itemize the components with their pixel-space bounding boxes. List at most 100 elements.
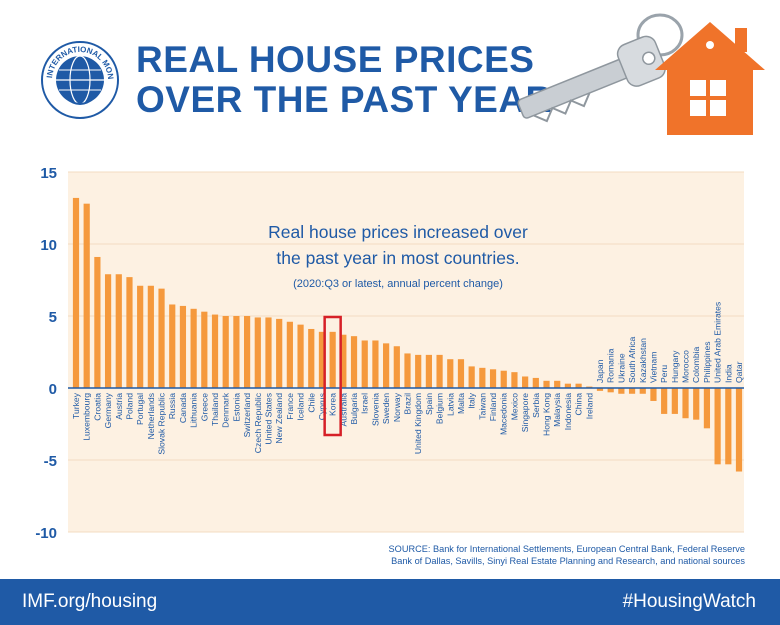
x-tick-label: Turkey (71, 392, 81, 419)
x-tick-label: Luxembourg (82, 393, 92, 441)
bar-denmark (222, 316, 229, 388)
x-tick-label: Israel (360, 393, 370, 414)
bar-japan (596, 388, 604, 391)
x-tick-label: Slovenia (370, 393, 380, 426)
x-tick-label: Kazakhstan (638, 338, 648, 383)
bar-lithuania (190, 308, 197, 388)
bar-malaysia (554, 380, 561, 388)
highlight-korea-box (323, 315, 342, 437)
x-tick-label: Peru (659, 365, 669, 383)
bar-chile (308, 328, 315, 388)
header: INTERNATIONAL MONETARY FUND REAL HOUSE P… (0, 0, 780, 140)
bar-australia (340, 334, 347, 388)
annotation-line-1: Real house prices increased over (268, 222, 528, 242)
x-tick-label: Latvia (445, 393, 455, 416)
bar-estonia (233, 316, 240, 388)
x-tick-label: Norway (392, 392, 402, 422)
x-tick-label: Canada (178, 393, 188, 423)
x-tick-label: United Kingdom (413, 393, 423, 454)
bar-vietnam (650, 388, 657, 401)
x-tick-label: Morocco (681, 350, 691, 383)
x-tick-label: Romania (606, 348, 616, 383)
footer-link[interactable]: IMF.org/housing (22, 591, 158, 612)
source-note: SOURCE: Bank for International Settlemen… (225, 543, 745, 567)
y-tick-label: 15 (40, 165, 57, 182)
bar-malta (457, 359, 465, 388)
page-title: REAL HOUSE PRICES OVER THE PAST YEAR (136, 40, 553, 120)
bar-slovenia (372, 340, 379, 388)
bar-india (725, 388, 732, 465)
x-tick-label: Hungary (670, 350, 680, 383)
x-tick-label: Serbia (531, 393, 541, 418)
x-tick-label: Denmark (221, 392, 231, 428)
bar-serbia (532, 377, 539, 388)
footer-hashtag: #HousingWatch (622, 591, 756, 612)
title-line-2: OVER THE PAST YEAR (136, 79, 553, 120)
bar-united-states (265, 317, 272, 388)
bar-philippines (703, 388, 711, 429)
bar-canada (179, 305, 187, 388)
x-tick-label: Cyprus (317, 393, 327, 420)
x-tick-label: Thailand (210, 393, 220, 426)
bar-kazakhstan (639, 388, 646, 394)
x-tick-label: Poland (124, 393, 134, 420)
x-tick-label: Czech Republic (253, 392, 263, 453)
bar-croatia (94, 256, 101, 388)
x-tick-label: Vietnam (648, 352, 658, 383)
bar-finland (489, 369, 497, 388)
x-tick-label: Japan (595, 359, 605, 383)
x-tick-label: United States (263, 393, 273, 445)
bar-brazil (404, 353, 411, 388)
bar-luxembourg (83, 203, 90, 388)
bar-portugal (137, 285, 144, 388)
y-tick-label: -10 (35, 525, 57, 540)
y-tick-label: 0 (49, 381, 57, 398)
bar-belgium (436, 354, 443, 388)
bar-colombia (693, 388, 700, 420)
x-tick-label: Slovak Republic (157, 392, 167, 454)
y-axis-ticks: 15 10 5 0 -5 -10 (35, 165, 57, 540)
x-tick-label: Malaysia (552, 393, 562, 427)
x-tick-label: Belgium (435, 393, 445, 424)
footer-bar: IMF.org/housing #HousingWatch (0, 579, 780, 625)
imf-logo: INTERNATIONAL MONETARY FUND (40, 40, 119, 119)
bar-korea (329, 331, 336, 388)
bar-taiwan (479, 367, 486, 388)
x-tick-label: France (285, 393, 295, 420)
bar-morocco (682, 388, 689, 419)
x-tick-label: Croatia (92, 393, 102, 421)
bar-iceland (297, 324, 304, 388)
x-tick-label: Bulgaria (349, 393, 359, 425)
x-tick-label: Portugal (135, 393, 145, 425)
bar-turkey (72, 197, 80, 388)
house-key-illustration (517, 13, 765, 135)
bar-netherlands (147, 285, 154, 388)
bar-cyprus (318, 331, 326, 388)
bar-china (575, 383, 582, 388)
source-line-2: Bank of Dallas, Savills, Sinyi Real Esta… (391, 556, 745, 566)
bar-singapore (522, 376, 529, 388)
x-tick-label: Philippines (702, 341, 712, 383)
source-line-1: SOURCE: Bank for International Settlemen… (388, 544, 745, 554)
bar-ukraine (618, 388, 625, 394)
bar-new-zealand (276, 318, 283, 388)
x-tick-label: Estonia (231, 393, 241, 422)
x-tick-label: Singapore (520, 393, 530, 432)
bar-romania (607, 388, 614, 393)
x-tick-label: Colombia (691, 346, 701, 383)
x-tick-label: Macedonia (499, 393, 509, 435)
title-line-1: REAL HOUSE PRICES (136, 39, 535, 80)
x-tick-label: Hong Kong (542, 393, 552, 436)
x-tick-label: Mexico (509, 393, 519, 420)
bar-spain (425, 354, 432, 388)
highlight-box (323, 315, 342, 437)
x-tick-label: Greece (199, 393, 209, 421)
bar-chart: 15 10 5 0 -5 -10 Turkey Luxembourg Croatia Germa… (35, 165, 744, 540)
x-tick-label: China (574, 393, 584, 416)
x-tick-label: Indonesia (563, 393, 573, 430)
bar-poland (126, 277, 133, 388)
bar-macedonia (500, 370, 507, 388)
bar-czech-republic (254, 317, 261, 388)
y-tick-label: 5 (49, 309, 57, 326)
x-tick-label: Sweden (381, 393, 391, 424)
